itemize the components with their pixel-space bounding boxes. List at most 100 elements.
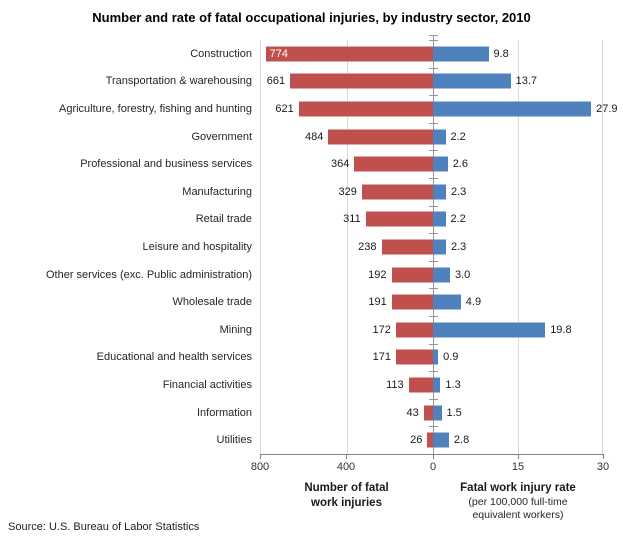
left-axis-title-line2: work injuries: [311, 496, 382, 509]
left-bar: [328, 129, 433, 145]
category-label: Leisure and hospitality: [142, 240, 252, 253]
right-value-label: 2.8: [453, 434, 470, 447]
left-value-label: 113: [386, 378, 404, 391]
left-value-label: 329: [338, 185, 357, 198]
right-bar: [433, 239, 446, 255]
right-panel-cell: 13.7: [433, 68, 603, 96]
right-panel-cell: 1.3: [433, 371, 603, 399]
bar-row: Leisure and hospitality 238 2.3: [0, 233, 603, 261]
left-bar: [427, 432, 433, 448]
left-bar: [298, 101, 433, 117]
tick-label-400: 400: [336, 461, 356, 473]
right-axis-title-line1: Fatal work injury rate: [460, 482, 576, 494]
category-label: Transportation & warehousing: [105, 75, 252, 88]
bar-row: Other services (exc. Public administrati…: [0, 261, 603, 289]
left-value-label: 621: [275, 102, 294, 115]
left-bar: [395, 322, 433, 338]
right-panel-cell: 19.8: [433, 316, 603, 344]
category-label: Professional and business services: [80, 158, 252, 171]
left-bar: [381, 239, 433, 255]
left-axis-title-line1: Number of fatal: [304, 482, 389, 494]
right-panel-cell: 3.0: [433, 261, 603, 289]
category-label: Government: [191, 130, 252, 143]
left-axis-title: Number of fatal work injuries: [260, 481, 433, 511]
left-bar: [265, 46, 433, 62]
right-bar: [433, 349, 439, 365]
right-bar: [433, 405, 442, 421]
right-value-label: 2.2: [450, 213, 466, 226]
right-axis-subtitle-line1: (per 100,000 full-time: [468, 495, 568, 508]
left-value-label: 26: [410, 434, 423, 447]
category-label: Other services (exc. Public administrati…: [45, 268, 252, 281]
right-value-label: 1.5: [446, 406, 462, 419]
right-bar: [433, 101, 592, 117]
right-value-label: 4.9: [465, 296, 482, 309]
right-value-label: 2.2: [450, 130, 466, 143]
right-bar: [433, 432, 449, 448]
category-label: Agriculture, forestry, fishing and hunti…: [58, 102, 252, 115]
left-value-label: 774: [269, 47, 288, 60]
left-panel-cell: 621: [260, 95, 433, 123]
left-bar: [361, 184, 433, 200]
bar-row: Educational and health services 171 0.9: [0, 344, 603, 372]
right-panel-cell: 2.2: [433, 206, 603, 234]
right-value-label: 1.3: [445, 378, 461, 391]
right-panel-cell: 1.5: [433, 399, 603, 427]
left-panel-cell: 172: [260, 316, 433, 344]
left-panel-cell: 661: [260, 68, 433, 96]
right-panel-cell: 2.2: [433, 123, 603, 151]
bar-row: Information 43 1.5: [0, 399, 603, 427]
left-bar: [391, 267, 433, 283]
right-panel-cell: 2.8: [433, 426, 603, 454]
left-value-label: 661: [266, 75, 286, 88]
axis-tick-0: [433, 454, 434, 459]
right-value-label: 2.3: [451, 240, 467, 253]
left-panel-cell: 311: [260, 206, 433, 234]
bar-row: Utilities 26 2.8: [0, 426, 603, 454]
left-value-label: 171: [372, 351, 391, 364]
bar-row: Wholesale trade 191 4.9: [0, 288, 603, 316]
right-panel-cell: 4.9: [433, 288, 603, 316]
right-panel-cell: 2.3: [433, 178, 603, 206]
left-value-label: 311: [343, 213, 361, 226]
left-value-label: 172: [372, 323, 391, 336]
tick-label-15: 15: [511, 461, 525, 473]
left-panel-cell: 113: [260, 371, 433, 399]
chart-title: Number and rate of fatal occupational in…: [92, 10, 531, 25]
left-panel-cell: 774: [260, 40, 433, 68]
right-panel-cell: 9.8: [433, 40, 603, 68]
left-panel-cell: 364: [260, 150, 433, 178]
right-axis-title: Fatal work injury rate (per 100,000 full…: [433, 481, 603, 522]
bar-row: Manufacturing 329 2.3: [0, 178, 603, 206]
right-bar: [433, 46, 489, 62]
right-value-label: 13.7: [515, 75, 538, 88]
right-panel-cell: 27.9: [433, 95, 618, 123]
right-value-label: 9.8: [493, 47, 509, 60]
zero-axis-top-cap: [429, 35, 438, 36]
bar-row: Professional and business services 364 2.6: [0, 150, 603, 178]
right-bar: [433, 267, 450, 283]
right-bar: [433, 184, 446, 200]
left-value-label: 43: [406, 406, 419, 419]
left-bar: [391, 294, 433, 310]
bar-row: Transportation & warehousing 661 13.7: [0, 68, 603, 96]
tick-label-800: 800: [250, 461, 270, 473]
category-label: Manufacturing: [182, 185, 252, 198]
right-value-label: 0.9: [443, 351, 459, 364]
axis-tick-800: [260, 454, 261, 459]
right-value-label: 27.9: [596, 102, 618, 115]
right-value-label: 2.3: [451, 185, 467, 198]
left-panel-cell: 238: [260, 233, 433, 261]
category-label: Information: [196, 406, 252, 419]
right-bar: [433, 322, 546, 338]
category-label: Retail trade: [195, 213, 252, 226]
bar-row: Mining 172 19.8: [0, 316, 603, 344]
left-panel-cell: 192: [260, 261, 433, 289]
bar-row: Retail trade 311 2.2: [0, 206, 603, 234]
right-axis-subtitle-line2: equivalent workers): [472, 509, 564, 522]
left-bar: [408, 377, 433, 393]
right-value-label: 19.8: [550, 323, 572, 336]
bar-row: Financial activities 113 1.3: [0, 371, 603, 399]
bar-row: Agriculture, forestry, fishing and hunti…: [0, 95, 618, 123]
